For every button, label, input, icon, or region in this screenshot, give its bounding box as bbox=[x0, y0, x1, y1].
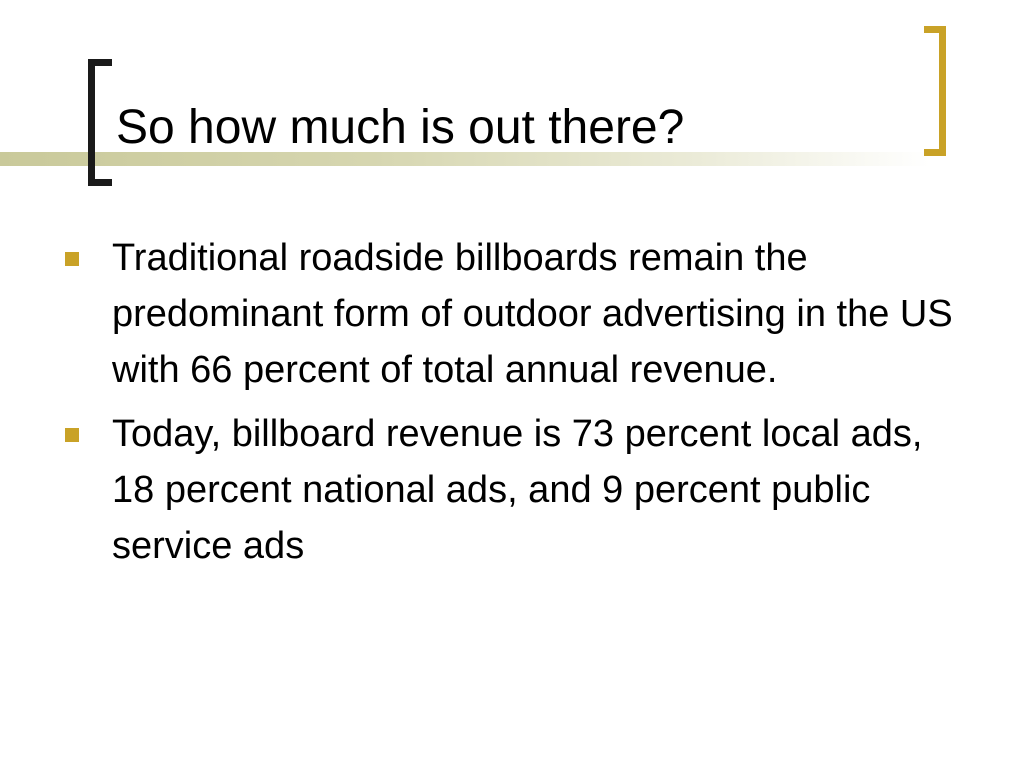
left-bracket-icon bbox=[88, 59, 112, 186]
bullet-text: Today, billboard revenue is 73 percent l… bbox=[112, 413, 923, 567]
bullet-list: Traditional roadside billboards remain t… bbox=[62, 230, 962, 582]
square-bullet-icon bbox=[65, 428, 79, 442]
bullet-text: Traditional roadside billboards remain t… bbox=[112, 237, 953, 391]
title-accent-line bbox=[0, 152, 930, 166]
bullet-item: Traditional roadside billboards remain t… bbox=[62, 230, 962, 398]
square-bullet-icon bbox=[65, 252, 79, 266]
right-bracket-icon bbox=[924, 26, 946, 156]
slide-title: So how much is out there? bbox=[116, 101, 685, 154]
bullet-item: Today, billboard revenue is 73 percent l… bbox=[62, 406, 962, 574]
